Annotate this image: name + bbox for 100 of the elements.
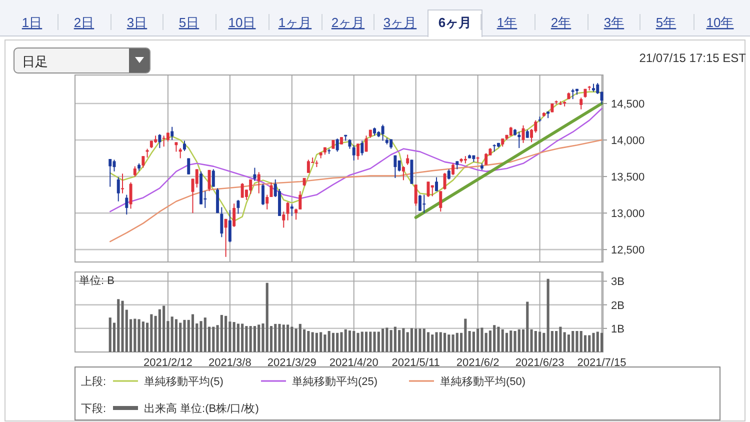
candlestick: [178, 148, 182, 159]
candlestick: [121, 173, 124, 194]
text: 10年: [706, 15, 734, 30]
bar: [448, 334, 450, 352]
bar: [588, 335, 591, 352]
bar: [443, 332, 446, 352]
bar: [220, 314, 223, 352]
bar: [572, 330, 574, 352]
bar: [278, 324, 281, 352]
text: 1年: [496, 15, 518, 30]
bar: [563, 332, 566, 352]
candlestick: [418, 194, 422, 212]
bar: [386, 328, 388, 352]
candlestick: [133, 166, 136, 178]
bar: [266, 282, 268, 352]
candlestick: [580, 97, 583, 110]
bar: [245, 326, 248, 352]
candlestick: [352, 144, 356, 161]
x-tick-label: 2021/3/29: [267, 357, 316, 369]
bar: [546, 278, 550, 352]
candlestick: [232, 203, 236, 228]
candlestick: [212, 168, 215, 188]
candlestick: [240, 182, 244, 198]
bar: [394, 326, 396, 352]
bar: [212, 326, 215, 352]
bar: [497, 326, 500, 352]
candlestick: [158, 134, 162, 149]
text: 2日: [74, 15, 94, 30]
bar: [200, 321, 202, 352]
y-tick-label: 2B: [611, 300, 624, 312]
bar: [559, 326, 562, 352]
bar: [328, 330, 330, 352]
x-tick-label: 2021/4/20: [329, 357, 378, 369]
line-series: [109, 108, 602, 212]
bar: [253, 326, 256, 352]
candlestick: [290, 204, 294, 216]
bar: [174, 319, 178, 352]
candlestick: [522, 124, 525, 144]
bar: [390, 330, 392, 352]
candlestick: [364, 135, 368, 152]
x-tick-label: 2021/6/23: [515, 357, 564, 369]
bar: [406, 332, 409, 352]
bar: [510, 330, 512, 352]
bar: [514, 330, 516, 352]
candlestick: [162, 135, 166, 148]
candlestick: [108, 158, 112, 188]
bar: [580, 330, 582, 352]
bar: [108, 318, 112, 352]
bar: [576, 330, 578, 352]
candlestick: [394, 154, 397, 178]
candlestick: [294, 208, 298, 220]
candlestick: [125, 194, 128, 216]
bar: [600, 332, 604, 352]
bar: [596, 332, 599, 352]
bar: [121, 300, 124, 352]
candlestick: [538, 116, 542, 122]
candlestick: [435, 176, 438, 192]
bar: [356, 332, 360, 352]
candlestick: [356, 143, 360, 160]
bar: [435, 332, 438, 352]
bar: [138, 319, 140, 352]
candlestick: [406, 154, 410, 166]
bar: [249, 326, 252, 352]
text: 2年: [550, 15, 572, 30]
legend-label: 出来高 単位:(B株/口/枚): [144, 402, 259, 415]
text: 5年: [656, 15, 676, 30]
bar: [183, 320, 186, 352]
candlestick: [142, 156, 145, 168]
bar: [526, 302, 529, 352]
bar: [542, 332, 546, 352]
legend-label: 単純移動平均(25): [292, 376, 378, 388]
bar: [150, 314, 153, 352]
bar: [117, 299, 120, 352]
bar: [426, 332, 430, 352]
bar: [464, 318, 467, 352]
bar: [332, 332, 334, 352]
bar: [311, 332, 314, 352]
text: 21/07/15 17:15 EST: [639, 51, 747, 65]
bar: [418, 328, 422, 352]
text: 6ヶ月: [438, 15, 472, 30]
bar: [422, 328, 426, 352]
bar: [191, 314, 194, 352]
candlestick: [452, 162, 455, 176]
bar: [373, 332, 376, 352]
text: 5日: [178, 15, 200, 30]
text: 10日: [228, 15, 256, 30]
y-tick-label: 3B: [611, 276, 624, 288]
bar: [377, 332, 380, 352]
bar: [324, 334, 326, 352]
bar: [320, 332, 322, 352]
candlestick: [282, 211, 286, 228]
bar: [456, 332, 458, 352]
bar: [567, 334, 570, 352]
candlestick: [170, 126, 174, 141]
text: 日足: [22, 54, 48, 69]
legend-label: 単純移動平均(50): [440, 376, 526, 388]
bar: [158, 309, 161, 352]
bar: [307, 330, 310, 352]
candlestick: [571, 88, 574, 100]
text: 3年: [604, 15, 624, 30]
